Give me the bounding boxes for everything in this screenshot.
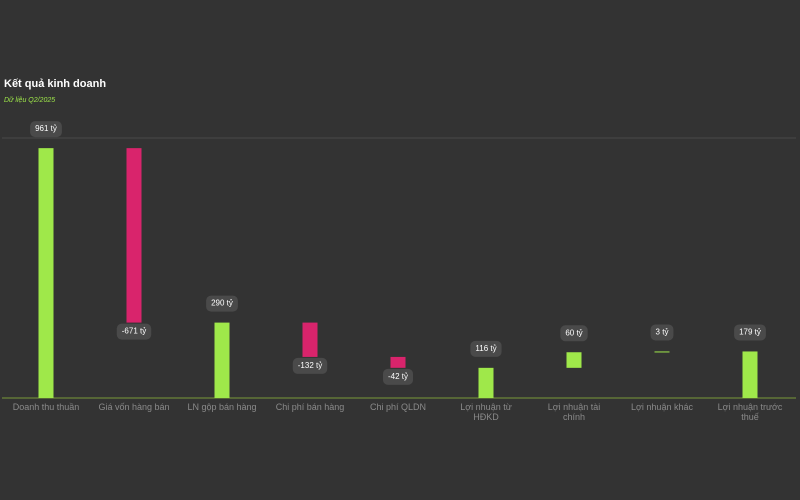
bar bbox=[214, 322, 230, 398]
value-label-bg bbox=[30, 121, 62, 138]
value-label: 60 tỷ bbox=[565, 328, 582, 337]
x-tick-label: Chi phí QLDN bbox=[369, 402, 427, 412]
chart-subtitle: Dữ liệu Q2/2025 bbox=[4, 97, 55, 104]
chart-title: Kết quả kinh doanh bbox=[4, 78, 106, 90]
x-tick-label: Lợi nhuận từ HĐKD bbox=[460, 402, 512, 422]
x-tick-label: LN gộp bán hàng bbox=[187, 402, 257, 412]
value-label: -671 tỷ bbox=[122, 327, 146, 336]
x-tick-label: Doanh thu thuần bbox=[12, 402, 80, 412]
x-tick-label: Chi phí bán hàng bbox=[275, 402, 345, 412]
value-label: 3 tỷ bbox=[656, 328, 669, 337]
bar bbox=[126, 148, 142, 323]
bar bbox=[742, 351, 758, 398]
value-label-bg bbox=[734, 324, 766, 341]
value-label: -132 tỷ bbox=[298, 361, 322, 370]
x-tick-label: Lợi nhuận khác bbox=[631, 402, 693, 412]
value-label: 961 tỷ bbox=[35, 124, 57, 133]
x-tick-label: Giá vốn hàng bán bbox=[98, 402, 170, 412]
value-label: -42 tỷ bbox=[388, 372, 408, 381]
bar bbox=[566, 352, 582, 368]
bar bbox=[478, 367, 494, 398]
bar bbox=[390, 356, 406, 368]
value-label-bg bbox=[470, 340, 502, 357]
value-label-bg bbox=[292, 357, 328, 374]
x-tick-label: Lợi nhuận trước thuế bbox=[717, 402, 783, 422]
value-label-bg bbox=[206, 295, 238, 312]
value-label-bg bbox=[116, 323, 152, 340]
value-label-bg bbox=[650, 324, 674, 341]
value-label: 290 tỷ bbox=[211, 299, 233, 308]
bar bbox=[654, 351, 670, 353]
x-tick-label: Lợi nhuận tài chính bbox=[547, 402, 601, 422]
bar bbox=[302, 322, 318, 357]
value-label-bg bbox=[382, 368, 414, 385]
value-label-bg bbox=[560, 325, 588, 342]
value-label: 179 tỷ bbox=[739, 328, 761, 337]
bar bbox=[38, 148, 54, 398]
value-label: 116 tỷ bbox=[475, 344, 496, 353]
